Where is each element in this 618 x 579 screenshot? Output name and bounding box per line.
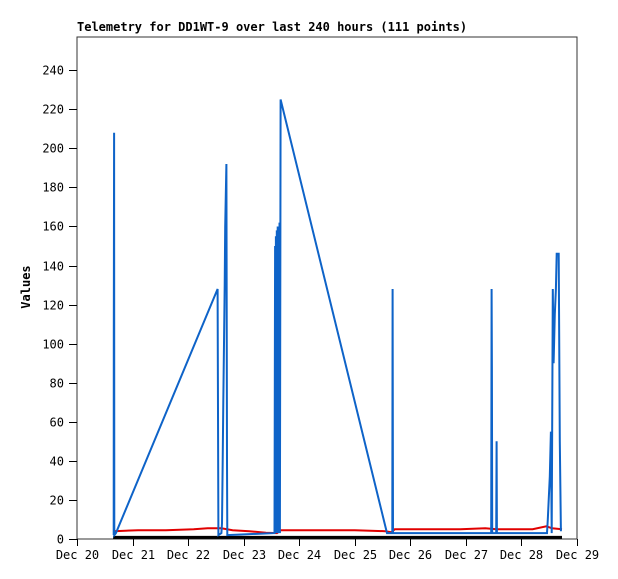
- y-tick-label: 80: [50, 377, 64, 391]
- y-tick-label: 20: [50, 494, 64, 508]
- x-tick-label: Dec 20: [56, 548, 99, 562]
- x-tick-label: Dec 29: [556, 548, 599, 562]
- y-tick-label: 60: [50, 416, 64, 430]
- x-tick-label: Dec 21: [112, 548, 155, 562]
- y-tick-label: 180: [42, 181, 64, 195]
- y-tick-label: 0: [57, 533, 64, 547]
- y-tick-label: 120: [42, 299, 64, 313]
- y-tick-label: 240: [42, 64, 64, 78]
- y-tick-label: 40: [50, 455, 64, 469]
- y-axis-label: Values: [19, 265, 33, 308]
- y-tick-label: 220: [42, 103, 64, 117]
- x-tick-label: Dec 24: [278, 548, 321, 562]
- y-tick-label: 160: [42, 220, 64, 234]
- y-tick-label: 200: [42, 142, 64, 156]
- x-tick-label: Dec 28: [500, 548, 543, 562]
- y-tick-label: 100: [42, 338, 64, 352]
- x-tick-label: Dec 25: [334, 548, 377, 562]
- x-tick-label: Dec 23: [223, 548, 266, 562]
- x-tick-label: Dec 27: [445, 548, 488, 562]
- series-channel-blue-line: [112, 99, 562, 538]
- plot-area: 0 20 40 60 80 100 120 140 160 180 200 220 240 Dec 20 D…: [42, 36, 599, 562]
- series-channel-red-line: [113, 525, 563, 535]
- x-tick-label: Dec 22: [167, 548, 210, 562]
- x-tick-label: Dec 26: [389, 548, 432, 562]
- chart-title: Telemetry for DD1WT-9 over last 240 hour…: [77, 20, 467, 34]
- y-tick-label: 140: [42, 260, 64, 274]
- plot-border: [76, 36, 578, 540]
